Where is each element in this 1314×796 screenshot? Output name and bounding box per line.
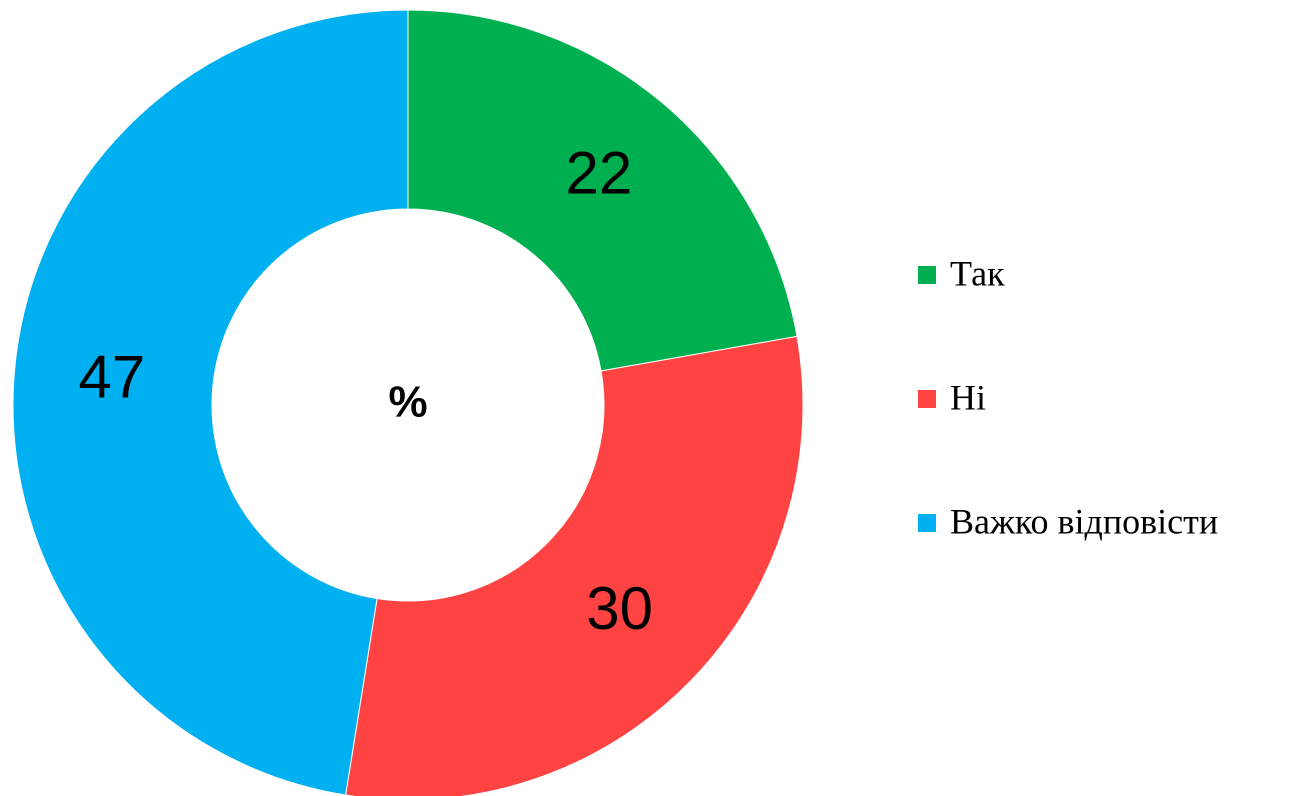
- legend-swatch: [918, 390, 936, 408]
- data-label: 30: [586, 575, 653, 642]
- legend-label: Важко відповісти: [950, 501, 1218, 541]
- slice: [407, 9, 798, 372]
- legend-swatch: [918, 266, 936, 284]
- legend-swatch: [918, 514, 936, 532]
- data-label: 47: [79, 343, 146, 410]
- center-label: %: [388, 378, 427, 427]
- legend-label: Ні: [950, 377, 986, 417]
- legend-label: Так: [950, 253, 1005, 293]
- slice: [12, 9, 409, 796]
- slice: [345, 335, 804, 796]
- data-label: 22: [566, 139, 633, 206]
